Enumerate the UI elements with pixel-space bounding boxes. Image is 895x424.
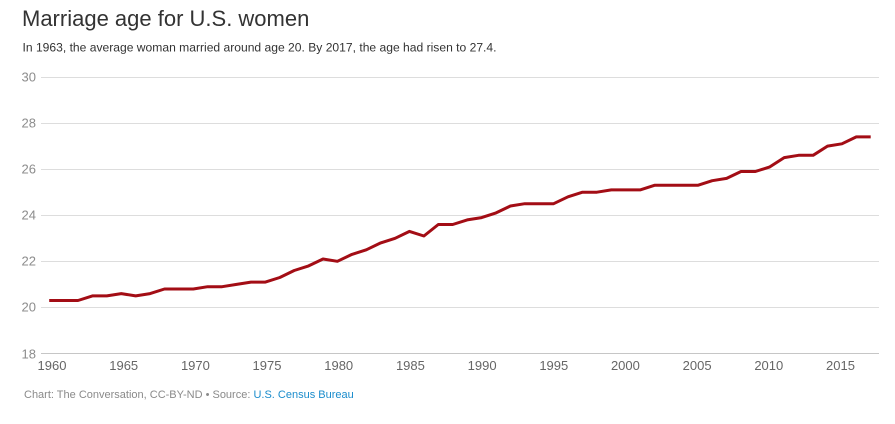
svg-text:30: 30 (22, 70, 36, 85)
svg-text:1965: 1965 (109, 358, 138, 373)
svg-text:1960: 1960 (38, 358, 67, 373)
svg-text:22: 22 (22, 254, 36, 269)
svg-text:18: 18 (22, 347, 36, 362)
svg-text:In 1963, the average woman mar: In 1963, the average woman married aroun… (23, 40, 497, 54)
svg-text:1990: 1990 (468, 358, 497, 373)
svg-text:Chart: The Conversation, CC-BY: Chart: The Conversation, CC-BY-ND • Sour… (24, 389, 354, 401)
svg-text:26: 26 (22, 162, 36, 177)
svg-text:2015: 2015 (826, 358, 855, 373)
svg-text:28: 28 (22, 116, 36, 131)
svg-text:1970: 1970 (181, 358, 210, 373)
svg-text:2010: 2010 (754, 358, 783, 373)
svg-text:20: 20 (22, 300, 36, 315)
svg-text:24: 24 (22, 208, 36, 223)
svg-text:2005: 2005 (683, 358, 712, 373)
svg-text:1980: 1980 (324, 358, 353, 373)
svg-text:1995: 1995 (539, 358, 568, 373)
svg-text:1975: 1975 (253, 358, 282, 373)
svg-text:1985: 1985 (396, 358, 425, 373)
svg-text:2000: 2000 (611, 358, 640, 373)
svg-text:Marriage age for U.S. women: Marriage age for U.S. women (22, 6, 309, 31)
